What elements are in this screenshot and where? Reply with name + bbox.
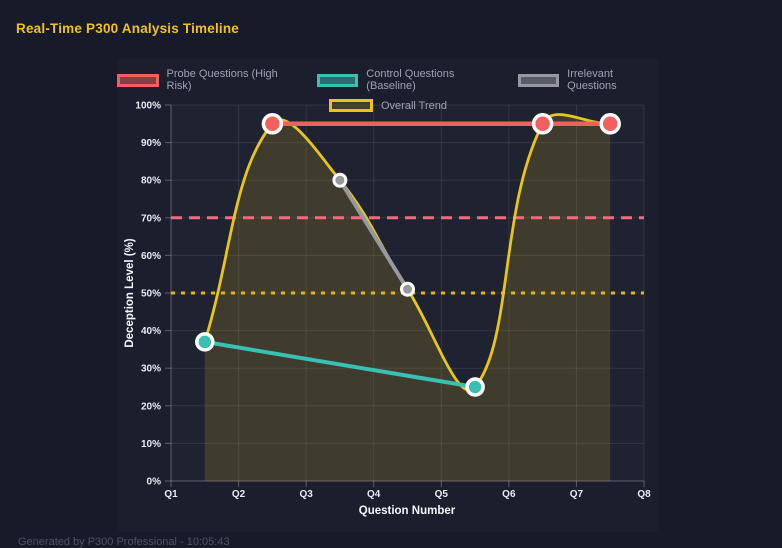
legend-swatch-2	[517, 73, 560, 87]
series-layer	[171, 113, 644, 481]
x-tick-label: Q7	[570, 489, 584, 500]
x-tick-label: Q2	[232, 489, 246, 500]
y-tick-label: 50%	[141, 289, 161, 300]
y-tick-label: 70%	[141, 213, 161, 224]
y-tick-label: 0%	[147, 477, 162, 488]
chart-legend: Probe Questions (High Risk) Control Quest…	[117, 68, 659, 112]
y-tick-label: 20%	[141, 401, 161, 412]
legend-row-1: Probe Questions (High Risk) Control Quest…	[117, 68, 659, 92]
data-point-series-0[interactable]	[261, 113, 284, 135]
data-point-series-0[interactable]	[599, 113, 621, 135]
legend-label-3: Overall Trend	[380, 99, 448, 112]
legend-swatch-1	[316, 73, 359, 87]
x-tick-label: Q4	[367, 489, 381, 500]
legend-swatch-0	[117, 73, 159, 87]
x-tick-label: Q8	[637, 489, 651, 500]
page-title: Real-Time P300 Analysis Timeline	[16, 21, 240, 36]
series-line-1	[202, 339, 478, 389]
y-tick-label: 40%	[141, 326, 161, 337]
y-tick-label: 90%	[141, 138, 161, 149]
x-tick-label: Q3	[299, 489, 313, 500]
y-tick-label: 30%	[141, 364, 161, 375]
data-point-series-1[interactable]	[195, 332, 215, 352]
y-tick-label: 60%	[141, 251, 161, 262]
x-tick-label: Q5	[435, 489, 449, 500]
legend-item-1[interactable]: Control Questions (Baseline)	[316, 68, 498, 92]
legend-item-2[interactable]: Irrelevant Questions	[517, 68, 659, 92]
y-tick-label: 10%	[141, 439, 161, 450]
legend-item-0[interactable]: Probe Questions (High Risk)	[117, 68, 297, 92]
x-tick-label: Q1	[164, 489, 178, 500]
series-line-2	[337, 178, 410, 292]
data-point-series-0[interactable]	[531, 113, 554, 135]
footer-text: Generated by P300 Professional - 10:05:4…	[18, 536, 230, 548]
legend-label-2: Irrelevant Questions	[567, 68, 617, 92]
y-tick-label: 80%	[141, 176, 161, 187]
y-tick-label: 100%	[135, 101, 161, 112]
legend-label-0: Probe Questions (High Risk)	[166, 68, 278, 92]
legend-row-2: Overall Trend	[328, 99, 448, 112]
data-point-series-2[interactable]	[332, 172, 348, 188]
legend-swatch-3	[328, 99, 373, 112]
x-axis-title: Question Number	[359, 505, 456, 517]
legend-label-1: Control Questions (Baseline)	[366, 68, 455, 92]
data-point-series-1[interactable]	[465, 377, 485, 397]
data-point-series-2[interactable]	[400, 281, 415, 297]
trend-area	[204, 114, 611, 481]
chart-panel	[117, 58, 659, 532]
y-axis-title: Deception Level (%)	[124, 238, 136, 347]
legend-item-3[interactable]: Overall Trend	[328, 99, 448, 112]
x-tick-label: Q6	[502, 489, 516, 500]
